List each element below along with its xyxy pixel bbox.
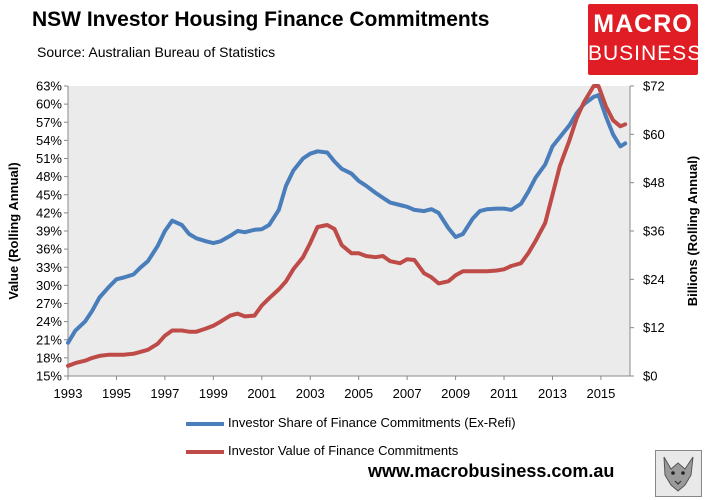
x-tick-label: 2015 — [586, 386, 615, 401]
value-series-line — [66, 84, 628, 368]
y-left-tick-label: 15% — [36, 369, 62, 384]
legend-swatch-value — [186, 450, 224, 454]
y-left-tick-label: 51% — [36, 151, 62, 166]
y-left-tick-label: 33% — [36, 260, 62, 275]
y-left-tick-label: 42% — [36, 205, 62, 220]
y-left-tick-label: 30% — [36, 278, 62, 293]
y-axis-label-left: Value (Rolling Annual) — [6, 162, 21, 299]
x-tick-label: 1993 — [54, 386, 83, 401]
y-right-tick-label: $36 — [643, 224, 665, 239]
x-tick-label: 2001 — [247, 386, 276, 401]
y-left-tick-label: 21% — [36, 332, 62, 347]
y-right-tick-label: $48 — [643, 175, 665, 190]
x-tick-label: 2009 — [441, 386, 470, 401]
y-right-tick-label: $72 — [643, 79, 665, 94]
footer-url: www.macrobusiness.com.au — [368, 461, 615, 481]
x-tick-label: 1995 — [102, 386, 131, 401]
x-tick-label: 2003 — [296, 386, 325, 401]
x-tick-label: 2007 — [393, 386, 422, 401]
y-left-tick-label: 63% — [36, 79, 62, 94]
share-series-line — [66, 93, 628, 345]
chart-title: NSW Investor Housing Finance Commitments — [32, 8, 490, 31]
chart-subtitle: Source: Australian Bureau of Statistics — [37, 44, 276, 60]
y-right-tick-label: $24 — [643, 272, 665, 287]
y-left-tick-label: 18% — [36, 350, 62, 365]
y-left-tick-label: 39% — [36, 224, 62, 239]
x-tick-label: 2013 — [538, 386, 567, 401]
x-tick-label: 2005 — [344, 386, 373, 401]
macrobusiness-logo: MACRO BUSINESS — [588, 4, 703, 75]
logo-line1: MACRO — [593, 10, 693, 38]
legend-swatch-share — [186, 422, 224, 426]
y-left-tick-label: 27% — [36, 296, 62, 311]
y-left-tick-label: 36% — [36, 242, 62, 257]
y-left-tick-label: 45% — [36, 187, 62, 202]
legend-label-value: Investor Value of Finance Commitments — [228, 443, 459, 458]
y-left-tick-label: 57% — [36, 115, 62, 130]
y-left-tick-label: 54% — [36, 133, 62, 148]
y-right-tick-label: $0 — [643, 369, 657, 384]
y-left-tick-label: 24% — [36, 314, 62, 329]
plot-area — [68, 86, 630, 376]
x-tick-label: 1997 — [150, 386, 179, 401]
y-right-tick-label: $60 — [643, 127, 665, 142]
x-tick-label: 1999 — [199, 386, 228, 401]
legend-label-share: Investor Share of Finance Commitments (E… — [228, 415, 516, 430]
y-axis-label-right: Billions (Rolling Annual) — [685, 156, 700, 306]
logo-line2: BUSINESS — [588, 42, 703, 65]
y-right-tick-label: $12 — [643, 320, 665, 335]
x-tick-label: 2011 — [490, 386, 518, 401]
y-left-tick-label: 60% — [36, 97, 62, 112]
wolf-logo-icon — [655, 450, 702, 497]
y-left-tick-label: 48% — [36, 169, 62, 184]
